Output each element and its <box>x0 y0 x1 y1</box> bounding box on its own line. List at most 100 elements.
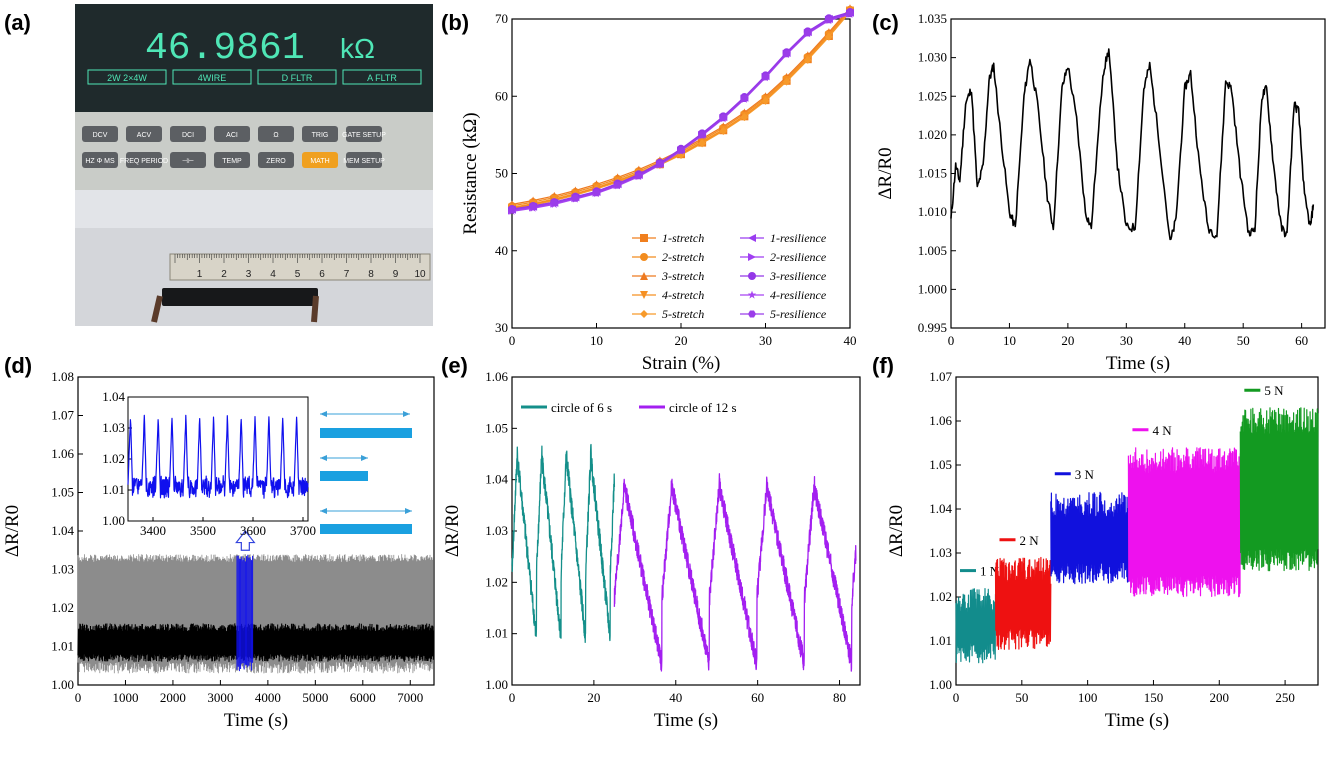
panel-label-d: (d) <box>4 353 32 378</box>
x-tick-label: 1000 <box>112 690 138 705</box>
meter-button <box>82 126 118 142</box>
meter-button-label: FREQ PERIOD <box>120 158 168 165</box>
display-tab-label: 4WIRE <box>198 73 227 83</box>
legend-label: 3-resilience <box>769 269 827 283</box>
data-point <box>719 114 728 122</box>
inset-x-tick-label: 3400 <box>140 523 166 538</box>
series-line <box>511 7 851 205</box>
inset-y-tick-label: 1.01 <box>102 482 125 497</box>
meter-button <box>346 152 382 168</box>
y-tick-label: 70 <box>495 11 508 26</box>
meter-button <box>126 126 162 142</box>
x-tick-label: 40 <box>1178 333 1191 348</box>
ruler-number: 10 <box>414 269 426 280</box>
chart-b-resistance-vs-strain: 0 10 20 30 40 30 40 50 60 70 Strain (%) Resistance … <box>460 4 857 374</box>
inset-x-tick-label: 3600 <box>240 523 266 538</box>
display-tab-label: D FLTR <box>282 73 313 83</box>
y-tick-label: 1.04 <box>485 472 508 487</box>
chart-e-frequency-response: 0 20 40 60 80 1.00 1.01 1.02 1.03 1.04 1.05 1.06 Tim… <box>442 369 861 731</box>
panel-label-b: (b) <box>441 10 469 35</box>
data-point <box>698 139 707 148</box>
sample-strip <box>320 524 412 534</box>
series-4-resilience <box>507 10 855 215</box>
stretch-arrow-head <box>320 411 327 417</box>
meter-button <box>302 126 338 142</box>
cycling-band <box>77 554 435 674</box>
y-tick-label: 1.005 <box>918 243 947 258</box>
inset-y-tick-label: 1.02 <box>102 451 125 466</box>
data-point <box>613 181 622 189</box>
data-point <box>782 50 791 58</box>
y-tick-label: 1.05 <box>485 420 508 435</box>
x-tick-label: 0 <box>75 690 82 705</box>
data-point <box>740 95 749 102</box>
chart-c-relative-resistance: 0 10 20 30 40 50 60 0.995 1.000 1.005 1.010 1.015 1.… <box>875 11 1326 374</box>
data-point <box>740 113 749 122</box>
legend-label: 2-stretch <box>662 250 704 264</box>
data-point <box>698 131 707 139</box>
meter-button <box>170 152 206 168</box>
y-tick-label: 1.01 <box>51 639 74 654</box>
legend-marker <box>640 291 648 299</box>
panel-label-f: (f) <box>872 353 894 378</box>
meter-button-label: ACI <box>226 132 238 139</box>
y-tick-label: 1.07 <box>51 408 74 423</box>
x-axis-label: Time (s) <box>654 710 718 731</box>
y-axis-label: ΔR/R0 <box>875 147 896 199</box>
x-tick-label: 40 <box>669 690 682 705</box>
y-tick-label: 1.08 <box>51 369 74 384</box>
x-tick-label: 100 <box>1078 690 1098 705</box>
y-tick-label: 1.04 <box>929 501 952 516</box>
series-line <box>511 13 851 212</box>
y-axis-label: ΔR/R0 <box>2 505 23 557</box>
stretch-arrow-head <box>320 508 327 514</box>
data-point <box>592 189 601 197</box>
inset-y-tick-label: 1.00 <box>102 513 125 528</box>
x-tick-label: 20 <box>1061 333 1074 348</box>
legend-label: 5-stretch <box>662 307 704 321</box>
x-tick-label: 200 <box>1210 690 1230 705</box>
data-point <box>719 127 728 135</box>
level-label: 4 N <box>1152 423 1172 438</box>
y-tick-label: 60 <box>495 88 508 103</box>
data-point <box>634 172 643 180</box>
data-point <box>761 96 770 105</box>
ruler-number: 4 <box>270 269 276 280</box>
meter-button <box>346 126 382 142</box>
x-tick-label: 30 <box>759 333 772 348</box>
series-3-stretch <box>508 4 854 209</box>
y-axis-label: Resistance (kΩ) <box>460 112 481 234</box>
plot-frame <box>511 376 861 686</box>
panel-label-e: (e) <box>441 353 468 378</box>
data-point <box>803 55 812 64</box>
y-tick-label: 1.03 <box>929 545 952 560</box>
legend: circle of 6 s circle of 12 s <box>521 400 737 415</box>
ruler-number: 3 <box>246 269 252 280</box>
meter-button-label: MATH <box>310 158 329 165</box>
ruler-number: 6 <box>319 269 325 280</box>
data-point <box>824 32 833 41</box>
legend-label: 2-resilience <box>770 250 827 264</box>
y-tick-label: 1.035 <box>918 11 947 26</box>
x-axis-label: Time (s) <box>224 710 288 731</box>
meter-button <box>258 126 294 142</box>
panel-label-c: (c) <box>872 10 899 35</box>
meter-button <box>82 152 118 168</box>
x-tick-label: 60 <box>1295 333 1308 348</box>
y-tick-label: 1.02 <box>485 574 508 589</box>
inset-chart: 3400 3500 3600 3700 1.00 1.01 1.02 1.03 1.04 <box>102 389 316 538</box>
x-tick-label: 20 <box>587 690 600 705</box>
y-tick-label: 1.07 <box>929 369 952 384</box>
meter-button-label: TRIG <box>312 132 329 139</box>
y-tick-label: 1.020 <box>918 127 947 142</box>
y-tick-label: 1.06 <box>485 369 508 384</box>
level-label: 2 N <box>1019 533 1039 548</box>
inset-y-tick-label: 1.03 <box>102 420 125 435</box>
inset-signal-line <box>127 414 309 499</box>
x-tick-label: 0 <box>509 333 516 348</box>
data-point <box>508 206 516 214</box>
sample-strip <box>320 428 412 438</box>
x-tick-label: 40 <box>844 333 857 348</box>
ruler-number: 2 <box>221 269 227 280</box>
ruler-number: 1 <box>197 269 203 280</box>
